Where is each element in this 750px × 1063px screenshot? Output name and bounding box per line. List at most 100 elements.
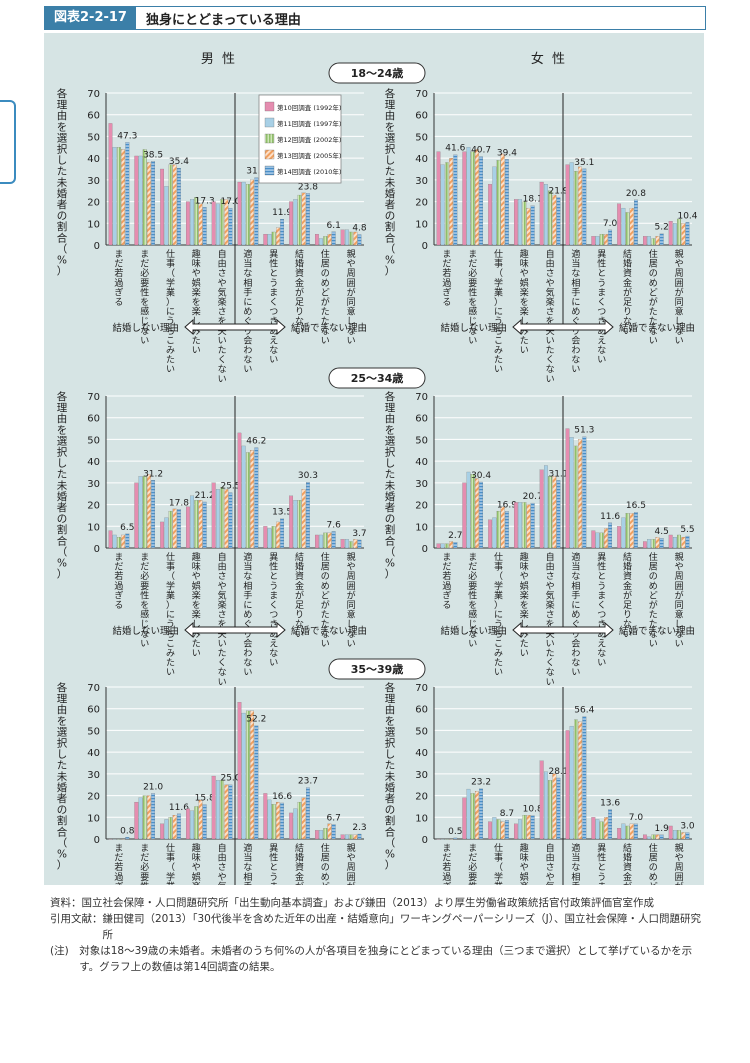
data-label: 28.1 xyxy=(548,767,568,777)
y-axis-label-char: 割 xyxy=(57,523,68,536)
category-label-char: た xyxy=(649,610,658,621)
y-axis-label-char: 選 xyxy=(385,434,396,447)
category-label-char: 失 xyxy=(546,628,555,640)
y-axis-label-char: た xyxy=(385,166,396,178)
category-label-char: き xyxy=(597,619,606,630)
category-label-char: 気 xyxy=(546,589,555,601)
category-label-char: 味 xyxy=(192,852,201,864)
note-remark-text: 対象は18～39歳の未婚者。未婚者のうち何%の人が各項目を独身にとどまっている理… xyxy=(79,945,693,973)
bar xyxy=(289,201,294,246)
category-label-char: な xyxy=(649,326,658,337)
y-axis-label-char: ） xyxy=(385,569,396,581)
y-tick-label: 10 xyxy=(415,813,428,824)
category-label-char: 必 xyxy=(140,267,149,279)
bar xyxy=(276,227,280,246)
bar xyxy=(681,223,686,246)
category-label-char: さ xyxy=(218,862,227,873)
bar xyxy=(315,534,319,549)
category-label-char: 必 xyxy=(140,570,149,582)
category-label-char: た xyxy=(649,619,658,630)
category-label-char: た xyxy=(649,307,658,318)
y-tick-label: 0 xyxy=(422,835,428,846)
category-label-char: り xyxy=(295,610,304,621)
data-label: 17.3 xyxy=(195,196,215,206)
category-label-char: 結 xyxy=(623,842,632,854)
category-label-char: 当 xyxy=(571,561,580,573)
category-label-char: が xyxy=(649,599,658,611)
category-label-char: き xyxy=(269,619,278,630)
category-label-char: に xyxy=(571,600,580,611)
bar xyxy=(340,539,345,549)
bar xyxy=(544,465,548,549)
category-label-char: 若 xyxy=(114,570,123,582)
category-label-char: い xyxy=(571,668,580,678)
data-label: 0.8 xyxy=(120,826,135,836)
category-label-char: や xyxy=(218,581,227,592)
bar xyxy=(271,231,276,246)
bar xyxy=(621,517,626,549)
category-label-char: な xyxy=(571,571,580,582)
category-label-char: の xyxy=(321,863,330,873)
bar xyxy=(629,823,634,840)
category-label-char: 親 xyxy=(347,248,356,260)
bar xyxy=(220,780,225,840)
category-label-char: 住 xyxy=(649,842,658,854)
category-label-char: い xyxy=(597,659,606,669)
category-label-char: じ xyxy=(468,619,477,630)
bar xyxy=(293,808,298,840)
category-label-char: な xyxy=(269,648,278,659)
category-label-char: 親 xyxy=(675,248,684,260)
y-axis-label-char: ） xyxy=(385,860,396,872)
category-label-char: く xyxy=(218,356,227,366)
category-label-char: 適 xyxy=(243,551,252,563)
category-label-char: を xyxy=(520,297,529,308)
y-tick-label: 50 xyxy=(415,132,428,143)
category-label-char: た xyxy=(218,648,227,659)
y-axis-label-char: 割 xyxy=(57,814,68,827)
bar xyxy=(659,233,664,246)
bar xyxy=(659,538,664,549)
category-label-char: く xyxy=(269,298,278,308)
bar xyxy=(479,481,483,549)
y-axis-label-char: 未 xyxy=(385,177,396,189)
category-label-char: 同 xyxy=(675,600,684,611)
y-tick-label: 20 xyxy=(87,198,100,209)
category-label-char: な xyxy=(269,345,278,356)
category-label-char: 親 xyxy=(675,551,684,563)
category-label-char: 親 xyxy=(675,842,684,854)
category-label-char: ど xyxy=(321,287,330,298)
y-axis-label-char: 合 xyxy=(385,825,396,838)
category-label-char: る xyxy=(114,600,123,611)
category-label-char: が xyxy=(347,589,356,601)
legend-swatch xyxy=(264,165,275,176)
y-axis-label-char: し xyxy=(385,458,396,470)
category-label-char: め xyxy=(321,872,330,883)
category-label-char: （ xyxy=(166,268,175,279)
category-label-char: い xyxy=(218,639,227,649)
category-label-char: ま xyxy=(468,249,477,260)
bar xyxy=(319,830,323,840)
bar xyxy=(526,207,531,246)
chart-5: 35〜39歳各理由を選択した未婚者の割合（%）0102030405060700.… xyxy=(57,658,426,885)
category-label-char: し xyxy=(520,619,529,630)
category-label-char: 手 xyxy=(571,880,580,885)
bar xyxy=(526,815,531,840)
category-label-char: な xyxy=(623,619,632,630)
category-label-char: さ xyxy=(546,571,555,582)
category-label-char: さ xyxy=(546,610,555,621)
category-label-char: 自 xyxy=(546,551,555,563)
bar xyxy=(142,149,147,246)
category-label-char: が xyxy=(321,599,330,611)
category-label-char: 事 xyxy=(166,852,175,864)
category-label-char: め xyxy=(243,610,252,621)
category-label-char: ま xyxy=(442,843,451,854)
bar xyxy=(168,510,173,549)
category-label-char: 趣 xyxy=(192,551,201,563)
category-label-char: つ xyxy=(597,308,606,318)
data-label: 6.5 xyxy=(120,523,134,533)
